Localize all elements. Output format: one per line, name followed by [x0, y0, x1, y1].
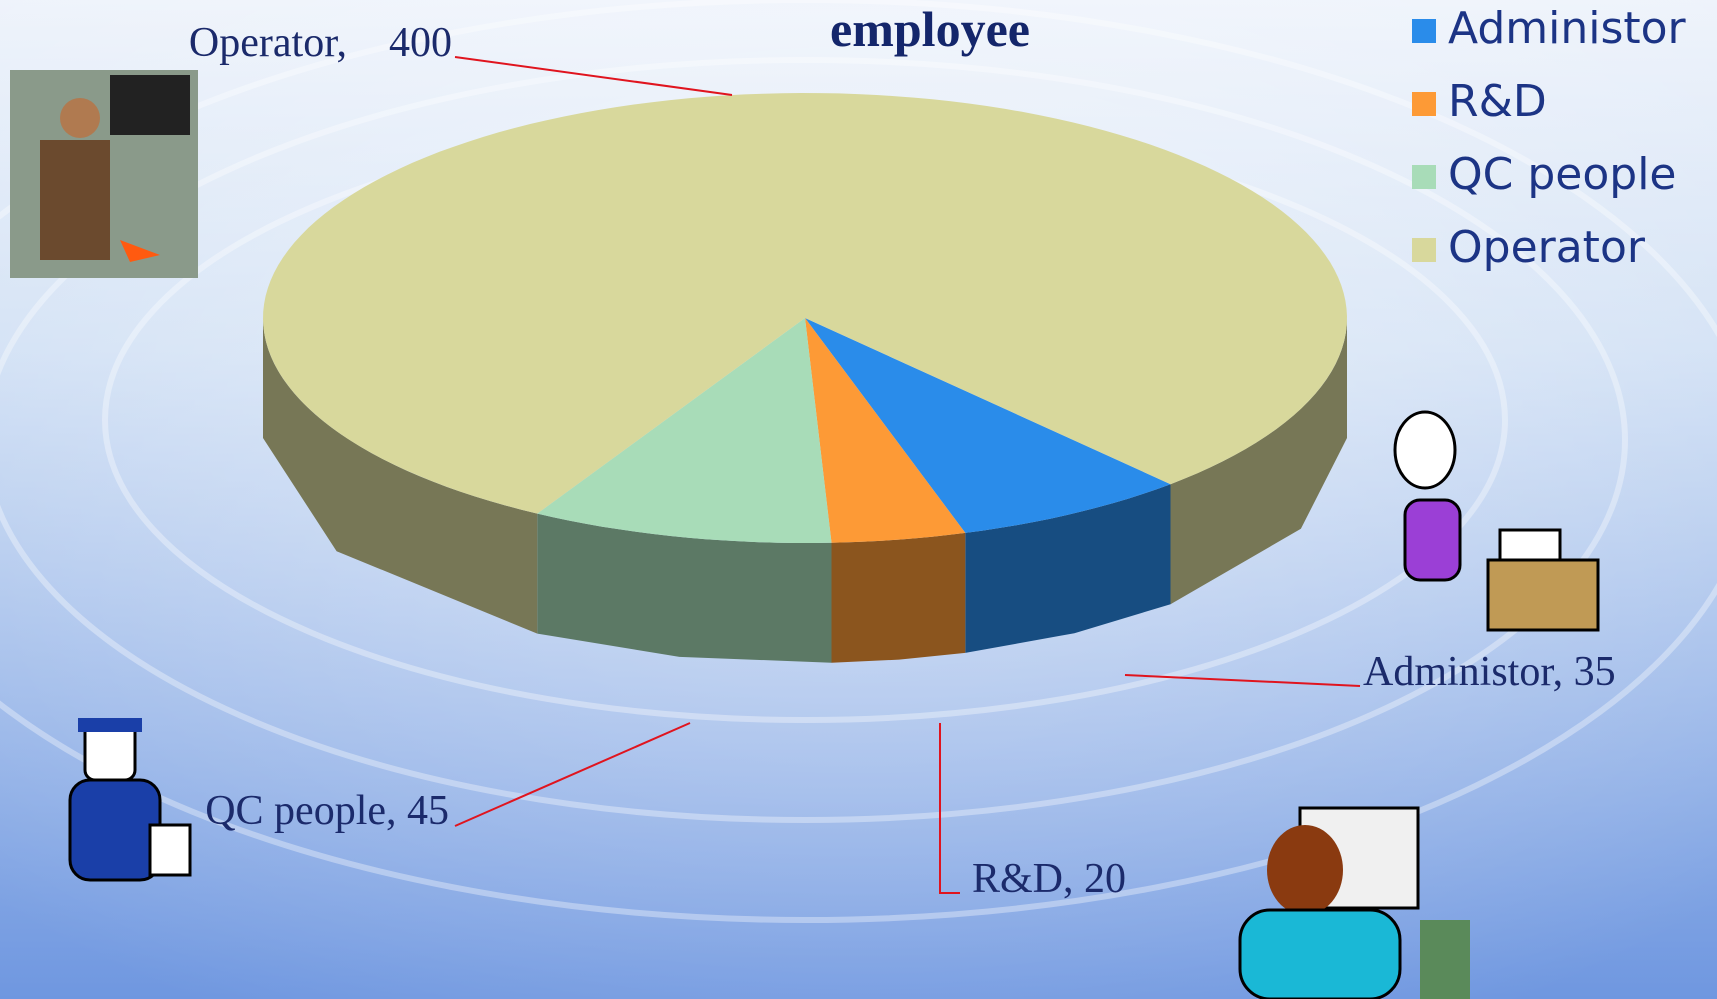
- chart: employee AdministorR&DQC peopleOperator …: [0, 0, 1717, 999]
- legend-label: QC people: [1448, 149, 1677, 200]
- legend-label: Operator: [1448, 222, 1646, 273]
- pie: [263, 93, 1347, 663]
- legend-swatch: [1412, 92, 1436, 116]
- legend-swatch: [1412, 165, 1436, 189]
- data-label: Administor, 35: [1363, 649, 1616, 695]
- page: {"chart_data": {"type": "pie3d", "title"…: [0, 0, 1717, 999]
- data-label: Operator, 400: [189, 20, 452, 66]
- legend-label: Administor: [1448, 3, 1687, 54]
- legend-swatch: [1412, 19, 1436, 43]
- data-label: R&D, 20: [972, 856, 1126, 902]
- clipart-worker: [10, 70, 198, 278]
- data-label: QC people, 45: [205, 788, 449, 834]
- legend-swatch: [1412, 238, 1436, 262]
- pie-side: [832, 533, 966, 663]
- legend-label: R&D: [1448, 76, 1547, 127]
- chart-title: employee: [830, 1, 1030, 57]
